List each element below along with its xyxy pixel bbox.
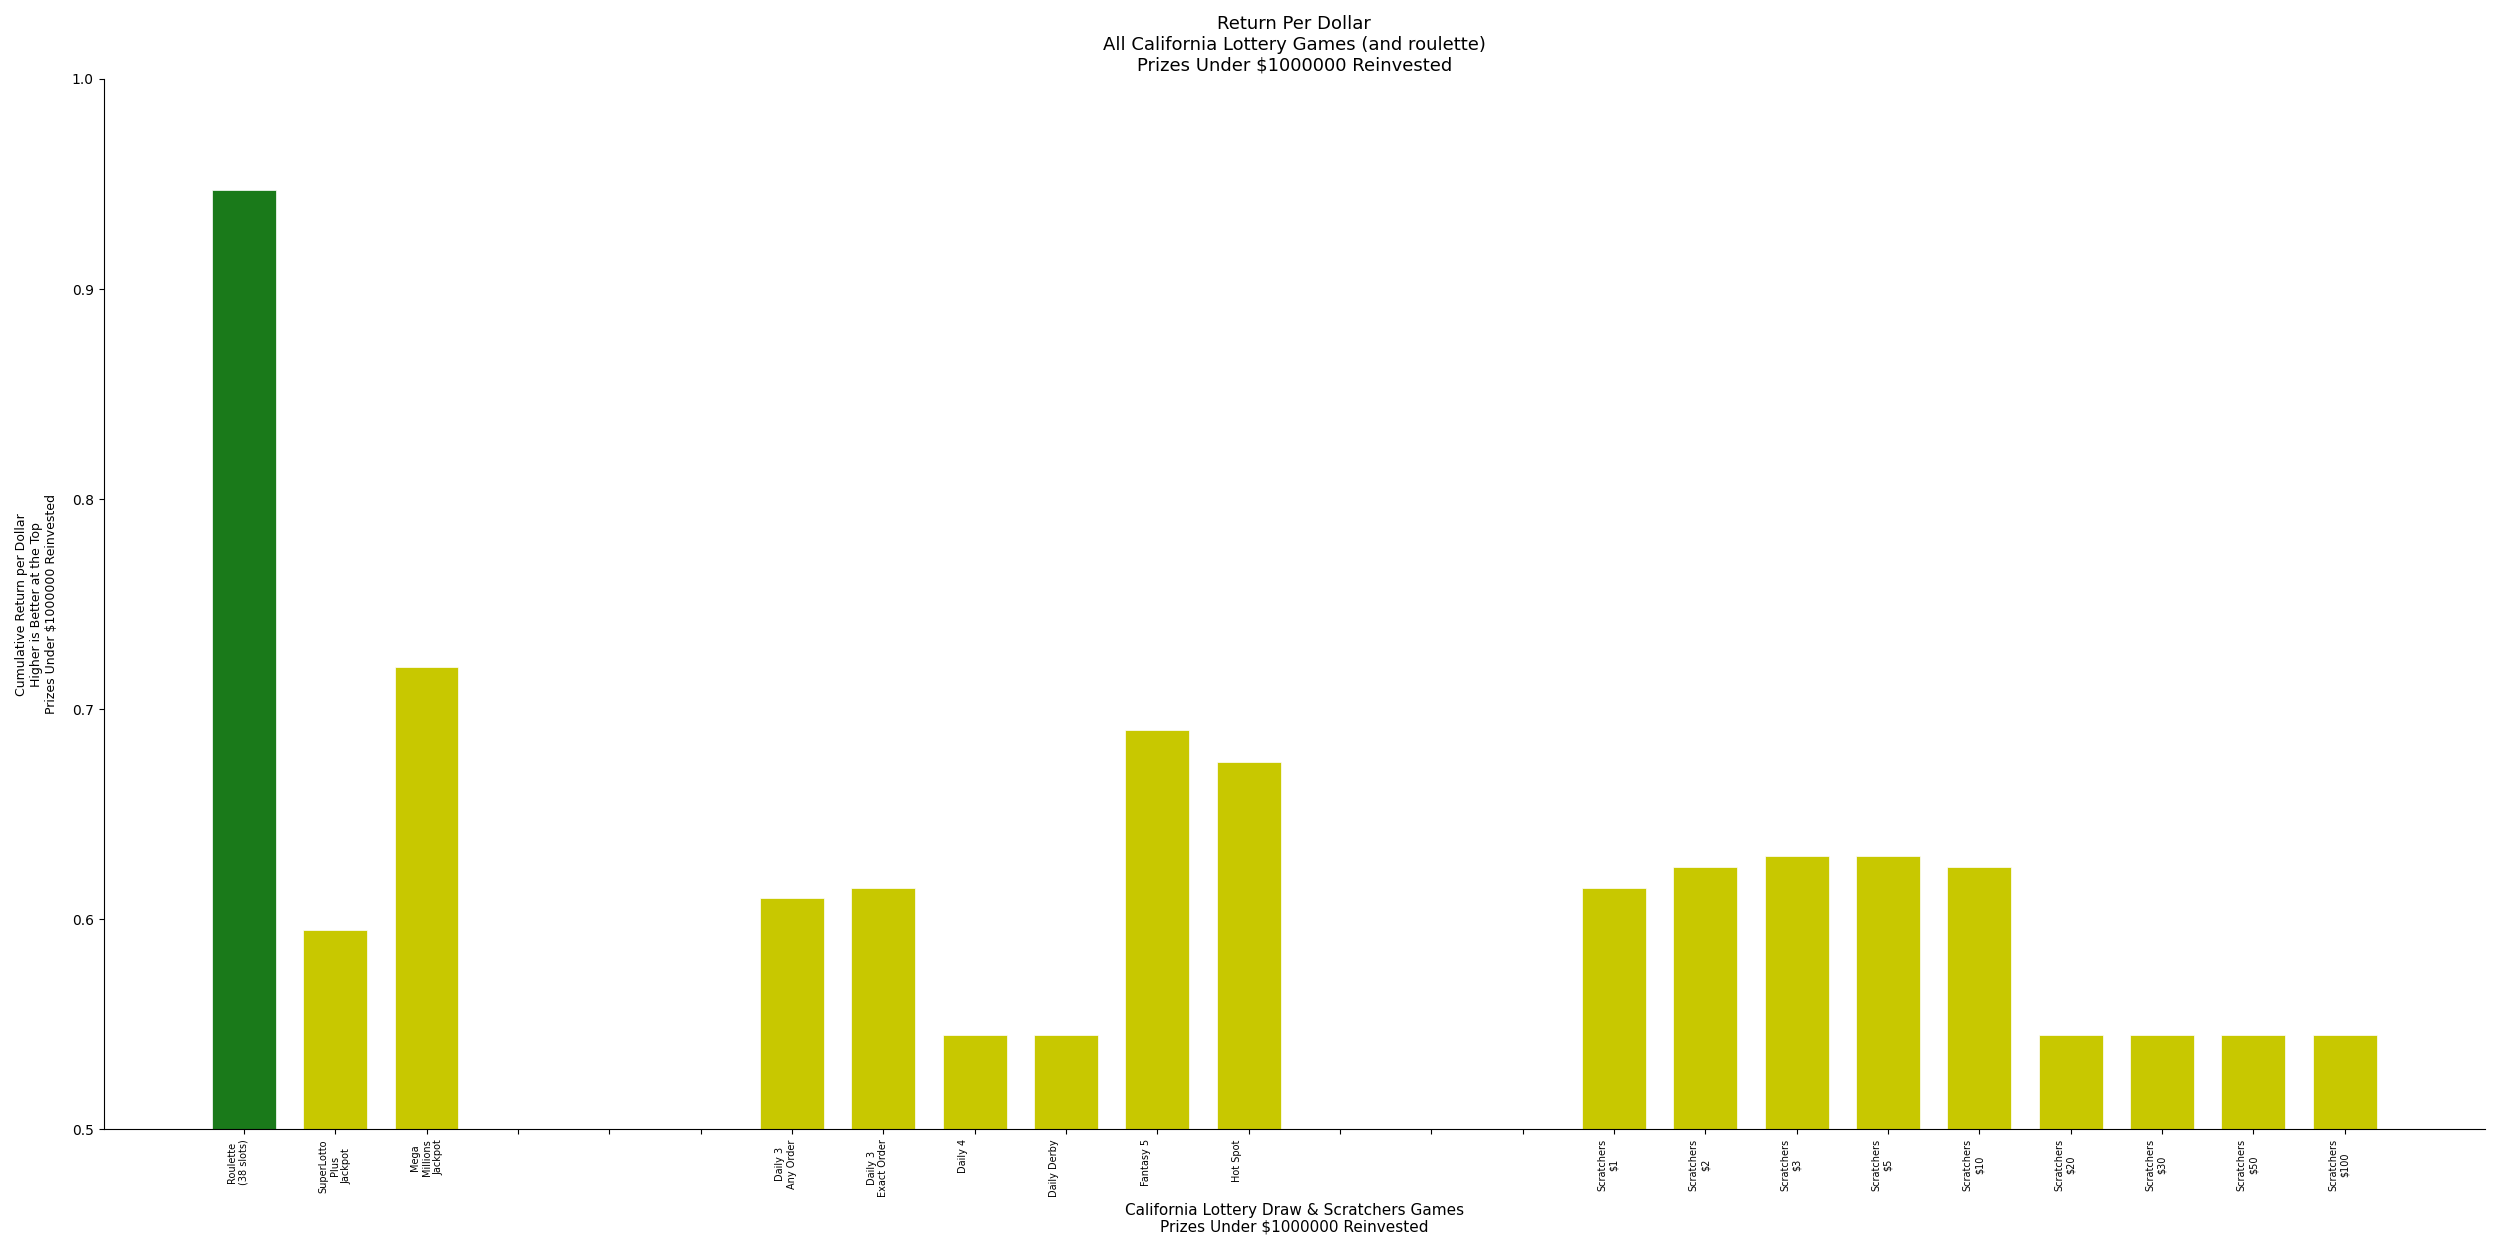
Bar — [1490, 1130, 1555, 1250]
Bar — [1125, 730, 1190, 1250]
Bar — [395, 668, 458, 1250]
X-axis label: California Lottery Draw & Scratchers Games
Prizes Under $1000000 Reinvested: California Lottery Draw & Scratchers Gam… — [1125, 1202, 1465, 1235]
Bar — [2130, 1035, 2195, 1250]
Bar — [668, 1130, 732, 1250]
Bar — [760, 899, 825, 1250]
Bar — [1855, 856, 1920, 1250]
Bar — [578, 1130, 640, 1250]
Bar — [1400, 1130, 1462, 1250]
Bar — [1218, 761, 1280, 1250]
Bar — [853, 888, 915, 1250]
Bar — [2040, 1035, 2102, 1250]
Bar — [2222, 1035, 2285, 1250]
Bar — [1672, 866, 1737, 1250]
Bar — [1308, 1130, 1372, 1250]
Bar — [942, 1035, 1008, 1250]
Bar — [1948, 866, 2012, 1250]
Bar — [302, 930, 368, 1250]
Bar — [2312, 1035, 2378, 1250]
Title: Return Per Dollar
All California Lottery Games (and roulette)
Prizes Under $1000: Return Per Dollar All California Lottery… — [1102, 15, 1485, 75]
Bar — [213, 190, 275, 1250]
Bar — [1765, 856, 1828, 1250]
Y-axis label: Cumulative Return per Dollar
Higher is Better at the Top
Prizes Under $1000000 R: Cumulative Return per Dollar Higher is B… — [15, 494, 58, 714]
Bar — [485, 1130, 550, 1250]
Bar — [1582, 888, 1645, 1250]
Bar — [1035, 1035, 1098, 1250]
